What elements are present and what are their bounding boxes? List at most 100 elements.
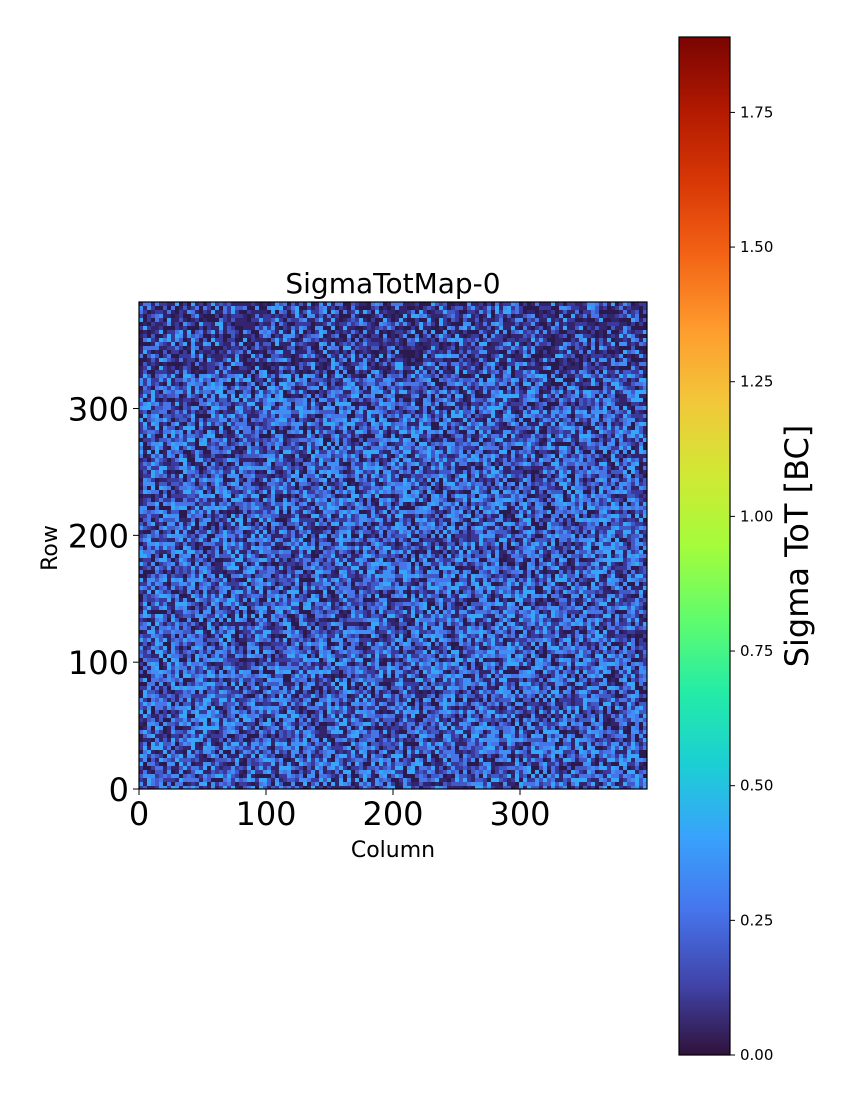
heatmap-cell	[155, 450, 159, 454]
heatmap-cell	[415, 450, 419, 454]
heatmap-cell	[503, 370, 507, 374]
heatmap-cell	[275, 322, 279, 326]
heatmap-cell	[367, 302, 371, 306]
heatmap-cell	[435, 318, 439, 322]
heatmap-cell	[567, 386, 571, 390]
heatmap-cell	[527, 398, 531, 402]
heatmap-cell	[427, 358, 431, 362]
heatmap-cell	[619, 450, 623, 454]
heatmap-cell	[259, 386, 263, 390]
heatmap-cell	[639, 390, 643, 394]
heatmap-cell	[219, 322, 223, 326]
heatmap-cell	[527, 326, 531, 330]
heatmap-cell	[543, 430, 547, 434]
heatmap-cell	[287, 454, 291, 458]
heatmap-cell	[491, 402, 495, 406]
heatmap-cell	[299, 322, 303, 326]
heatmap-cell	[363, 410, 367, 414]
heatmap-cell	[519, 310, 523, 314]
heatmap-cell	[579, 302, 583, 306]
heatmap-cell	[287, 442, 291, 446]
heatmap-cell	[579, 322, 583, 326]
heatmap-cell	[475, 350, 479, 354]
heatmap-cell	[199, 362, 203, 366]
heatmap-cell	[251, 342, 255, 346]
heatmap-cell	[643, 446, 647, 450]
heatmap-cell	[615, 358, 619, 362]
heatmap-cell	[335, 450, 339, 454]
heatmap-cell	[447, 426, 451, 430]
heatmap-cell	[267, 354, 271, 358]
heatmap-cell	[315, 366, 319, 370]
heatmap-cell	[563, 374, 567, 378]
heatmap-cell	[343, 446, 347, 450]
heatmap-cell	[575, 354, 579, 358]
heatmap-cell	[547, 322, 551, 326]
heatmap-cell	[527, 394, 531, 398]
heatmap-cell	[255, 426, 259, 430]
heatmap-cell	[547, 318, 551, 322]
heatmap-cell	[231, 342, 235, 346]
heatmap-cell	[575, 362, 579, 366]
heatmap-cell	[355, 310, 359, 314]
heatmap-cell	[239, 302, 243, 306]
heatmap-cell	[447, 370, 451, 374]
heatmap-cell	[267, 378, 271, 382]
heatmap-cell	[487, 362, 491, 366]
heatmap-cell	[275, 414, 279, 418]
heatmap-cell	[427, 334, 431, 338]
heatmap-cell	[315, 446, 319, 450]
heatmap-cell	[247, 430, 251, 434]
heatmap-cell	[511, 350, 515, 354]
heatmap-cell	[527, 414, 531, 418]
heatmap-cell	[571, 346, 575, 350]
heatmap-cell	[403, 398, 407, 402]
heatmap-cell	[171, 326, 175, 330]
heatmap-cell	[567, 334, 571, 338]
heatmap-cell	[203, 394, 207, 398]
heatmap-cell	[359, 378, 363, 382]
heatmap-cell	[571, 422, 575, 426]
heatmap-cell	[319, 330, 323, 334]
heatmap-cell	[239, 438, 243, 442]
heatmap-cell	[287, 438, 291, 442]
heatmap-cell	[435, 306, 439, 310]
heatmap-cell	[623, 382, 627, 386]
heatmap-cell	[479, 402, 483, 406]
heatmap-cell	[623, 358, 627, 362]
heatmap-cell	[559, 310, 563, 314]
heatmap-cell	[471, 358, 475, 362]
heatmap-cell	[339, 442, 343, 446]
heatmap-cell	[523, 434, 527, 438]
heatmap-cell	[203, 438, 207, 442]
heatmap-cell	[383, 422, 387, 426]
heatmap-cell	[527, 426, 531, 430]
heatmap-cell	[455, 326, 459, 330]
heatmap-cell	[159, 314, 163, 318]
heatmap-cell	[559, 434, 563, 438]
heatmap-cell	[339, 414, 343, 418]
heatmap-cell	[627, 338, 631, 342]
heatmap-cell	[615, 306, 619, 310]
heatmap-cell	[543, 302, 547, 306]
heatmap-cell	[399, 390, 403, 394]
heatmap-cell	[411, 414, 415, 418]
heatmap-cell	[575, 418, 579, 422]
heatmap-cell	[595, 414, 599, 418]
heatmap-cell	[599, 330, 603, 334]
heatmap-cell	[399, 366, 403, 370]
heatmap-cell	[519, 378, 523, 382]
heatmap-cell	[591, 338, 595, 342]
heatmap-cell	[495, 422, 499, 426]
heatmap-cell	[387, 326, 391, 330]
heatmap-cell	[559, 334, 563, 338]
heatmap-cell	[407, 434, 411, 438]
heatmap-cell	[491, 390, 495, 394]
heatmap-cell	[183, 346, 187, 350]
heatmap-cell	[355, 390, 359, 394]
heatmap-cell	[547, 326, 551, 330]
heatmap-cell	[619, 374, 623, 378]
heatmap-cell	[499, 438, 503, 442]
heatmap-cell	[387, 418, 391, 422]
heatmap-cell	[259, 410, 263, 414]
